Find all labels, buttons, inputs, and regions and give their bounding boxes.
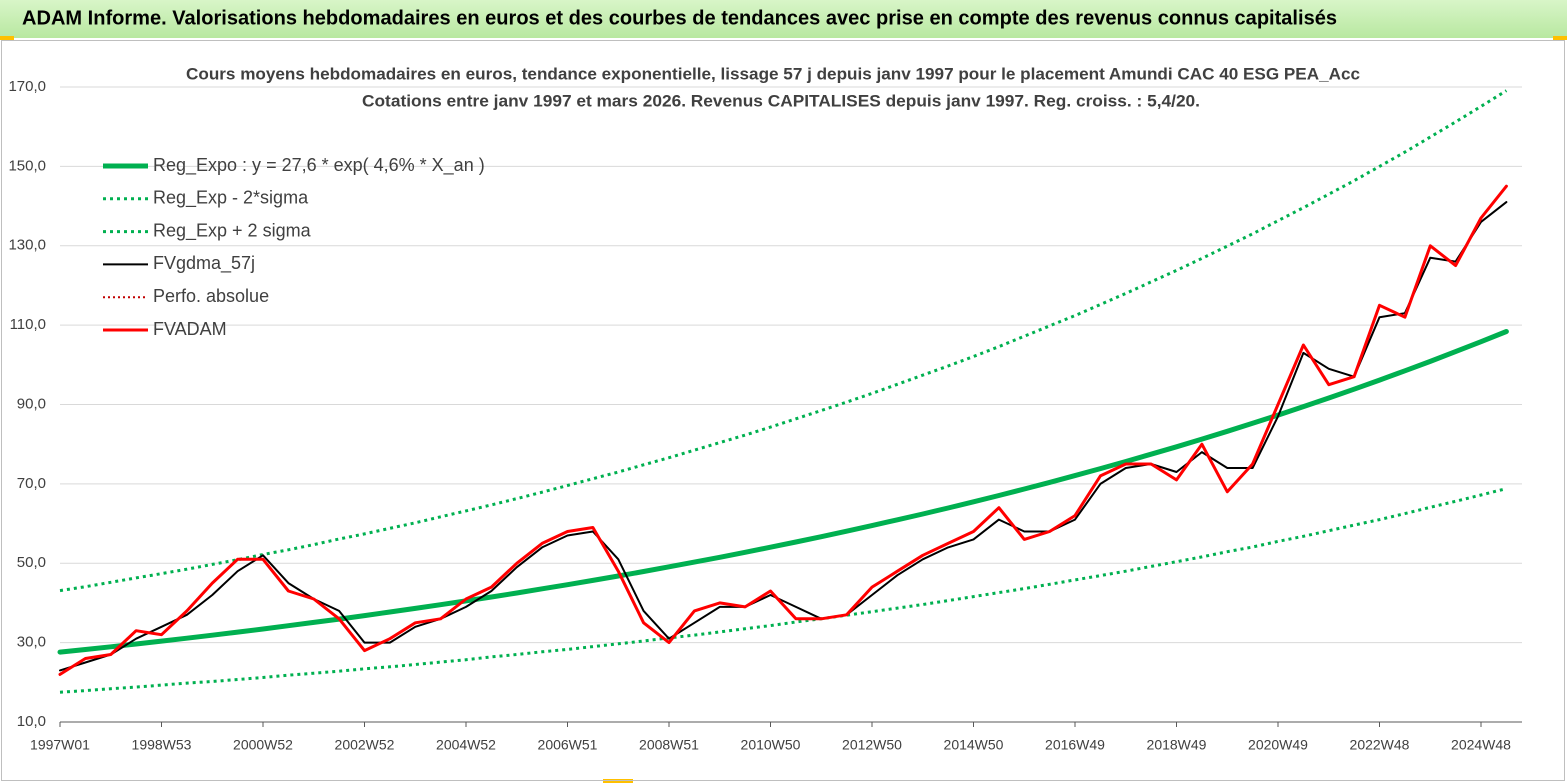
y-tick-label: 50,0 xyxy=(17,554,46,571)
series-line xyxy=(59,487,1507,694)
y-tick-label: 110,0 xyxy=(10,316,46,333)
x-tick-label: 2002W52 xyxy=(335,737,395,753)
y-tick-label: 90,0 xyxy=(17,395,46,412)
y-tick-label: 70,0 xyxy=(17,475,46,492)
plot xyxy=(57,89,1509,694)
series-line xyxy=(59,201,1508,672)
x-tick-label: 2014W50 xyxy=(944,737,1004,753)
legend-label: Perfo. absolue xyxy=(153,286,269,306)
x-tick-label: 2022W48 xyxy=(1350,737,1410,753)
chart-frame xyxy=(1,40,1565,781)
x-tick-label: 2024W48 xyxy=(1451,737,1511,753)
chart-subtitle: Cotations entre janv 1997 et mars 2026. … xyxy=(362,91,1200,110)
series-line xyxy=(58,184,1508,676)
legend-label: Reg_Exp - 2*sigma xyxy=(153,188,309,209)
banner xyxy=(0,0,1567,38)
x-tick-label: 2008W51 xyxy=(639,737,699,753)
chart-title: Cours moyens hebdomadaires en euros, ten… xyxy=(186,64,1360,83)
y-tick-label: 150,0 xyxy=(8,157,46,174)
axes: 10,0 30,0 50,0 70,0 90,0 110,0 130,0 150,0 170,0… xyxy=(8,78,1522,753)
x-tick-label: 2016W49 xyxy=(1045,737,1105,753)
y-tick-label: 130,0 xyxy=(8,237,46,254)
legend-label: Reg_Exp + 2 sigma xyxy=(153,220,312,241)
x-tick-label: 1997W01 xyxy=(30,737,90,753)
series-line xyxy=(59,89,1508,593)
banner-title: ADAM Informe. Valorisations hebdomadaire… xyxy=(22,7,1337,29)
legend-label: FVADAM xyxy=(153,319,227,339)
x-tick-label: 2020W49 xyxy=(1248,737,1308,753)
corner-mark xyxy=(0,36,14,40)
x-tick-label: 2000W52 xyxy=(233,737,293,753)
x-tick-label: 2006W51 xyxy=(538,737,598,753)
legend: Reg_Expo : y = 27,6 * exp( 4,6% * X_an )… xyxy=(103,155,485,339)
x-tick-label: 2004W52 xyxy=(436,737,496,753)
x-tick-label: 2018W49 xyxy=(1147,737,1207,753)
x-tick-label: 1998W53 xyxy=(132,737,192,753)
y-tick-label: 170,0 xyxy=(8,78,46,95)
legend-label: FVgdma_57j xyxy=(153,253,255,274)
legend-label: Reg_Expo : y = 27,6 * exp( 4,6% * X_an ) xyxy=(153,155,485,176)
x-tick-label: 2012W50 xyxy=(842,737,902,753)
y-tick-label: 10,0 xyxy=(17,713,46,730)
x-tick-label: 2010W50 xyxy=(741,737,801,753)
series-line xyxy=(57,329,1509,655)
y-tick-label: 30,0 xyxy=(17,634,46,651)
corner-mark xyxy=(1553,36,1567,40)
